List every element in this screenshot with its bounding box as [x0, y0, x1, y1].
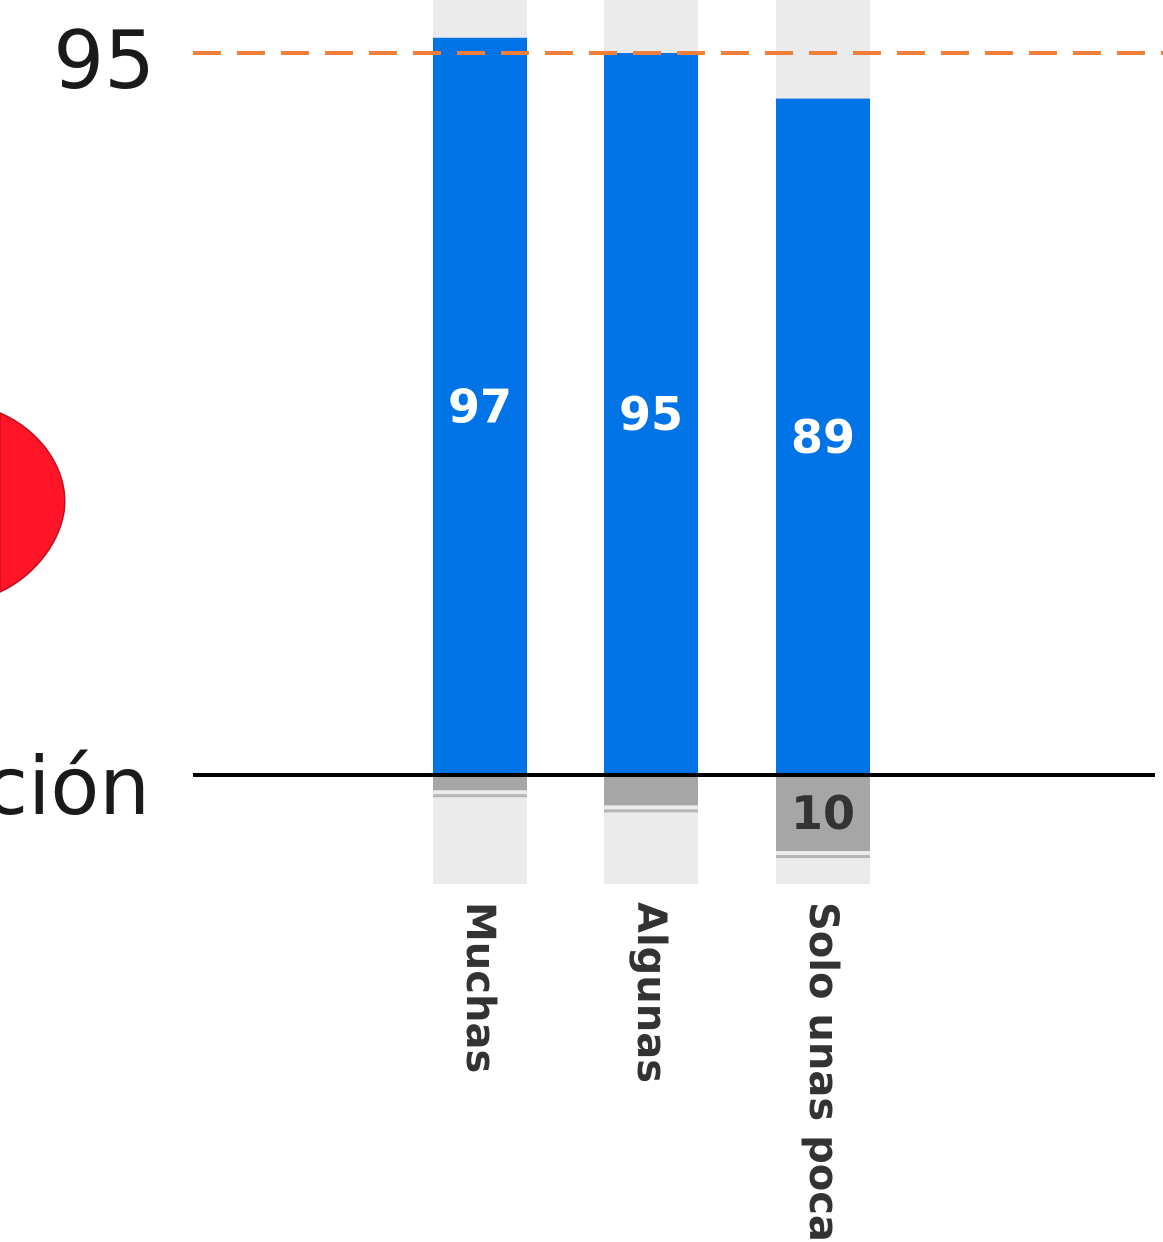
bar-negative: [433, 775, 527, 791]
bar-negative: [604, 775, 698, 806]
bar-value-label: 89: [791, 410, 855, 464]
category-label: Algunas: [628, 902, 674, 1083]
bar-marks: [433, 37, 870, 858]
bar-divider: [776, 855, 870, 858]
bar-labels: 97 95 89 10: [448, 379, 855, 840]
red-shape-fragment: [0, 412, 66, 593]
bar-value-label: 95: [619, 387, 683, 441]
bar-divider: [604, 809, 698, 813]
reference-line-label: 95: [53, 14, 155, 107]
category-labels: Muchas Algunas Solo unas pocas: [457, 902, 846, 1242]
category-label: Muchas: [457, 902, 503, 1073]
bar-positive: [776, 98, 870, 776]
bar-value-label: 97: [448, 379, 512, 433]
category-label: Solo unas pocas: [800, 902, 846, 1242]
bar-negative-value-label: 10: [791, 786, 855, 840]
baseline-label: ción: [0, 740, 150, 833]
bar-negative: [776, 775, 870, 851]
bar-divider: [433, 794, 527, 798]
bar-positive: [433, 37, 527, 776]
bar-positive: [604, 53, 698, 775]
